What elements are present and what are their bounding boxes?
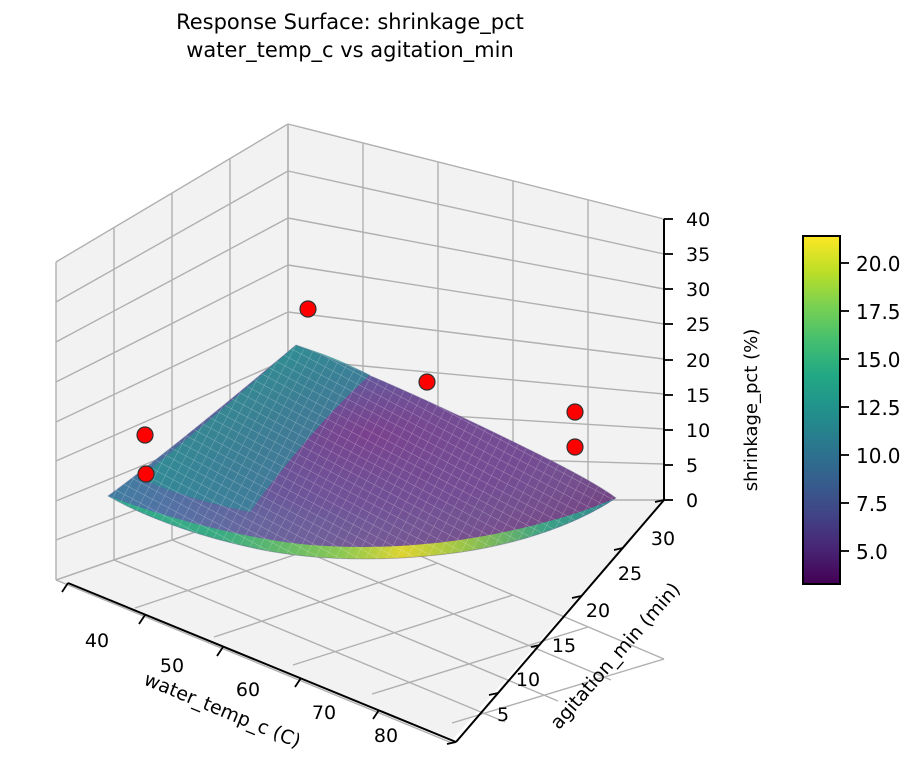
response-surface bbox=[107, 344, 617, 560]
z-tick-label: 20 bbox=[686, 350, 710, 372]
scatter-point bbox=[136, 426, 154, 444]
z-axis: 0 5 10 15 20 25 30 35 40 bbox=[664, 209, 710, 512]
figure-title-line-1: Response Surface: shrinkage_pct bbox=[176, 10, 524, 34]
x-tick-label: 70 bbox=[312, 702, 336, 724]
y-tick-label: 15 bbox=[552, 635, 576, 657]
y-tick-label: 30 bbox=[651, 528, 675, 550]
scatter-point bbox=[299, 300, 317, 318]
y-tick bbox=[446, 741, 457, 745]
surface-outline bbox=[107, 344, 617, 560]
z-tick-label: 0 bbox=[686, 490, 698, 512]
x-tick bbox=[294, 677, 302, 688]
colorbar-tick-label: 15.0 bbox=[856, 348, 901, 372]
x-tick bbox=[61, 582, 69, 593]
x-tick bbox=[216, 646, 224, 657]
z-tick-label: 35 bbox=[686, 244, 710, 266]
x-tick-label: 50 bbox=[160, 655, 184, 677]
y-tick-label: 20 bbox=[586, 600, 610, 622]
y-tick-label: 10 bbox=[516, 669, 540, 691]
z-tick-label: 30 bbox=[686, 279, 710, 301]
colorbar-tick-label: 5.0 bbox=[856, 540, 888, 564]
y-axis-spine bbox=[455, 499, 665, 743]
z-tick-label: 5 bbox=[686, 455, 698, 477]
y-tick-label: 5 bbox=[497, 704, 509, 726]
colorbar-gradient bbox=[802, 235, 841, 585]
x-axis-title: water_temp_c (C) bbox=[141, 668, 304, 752]
x-tick-label: 80 bbox=[374, 725, 398, 747]
pane-floor bbox=[56, 500, 664, 740]
y-tick bbox=[654, 499, 665, 503]
z-tick-label: 10 bbox=[686, 420, 710, 442]
z-tick-label: 40 bbox=[686, 209, 710, 231]
scatter-point bbox=[137, 465, 155, 483]
scatter-point bbox=[566, 438, 584, 456]
figure-title-line-2: water_temp_c vs agitation_min bbox=[186, 38, 514, 63]
x-tick-label: 60 bbox=[236, 679, 260, 701]
figure-title: Response Surface: shrinkage_pct water_te… bbox=[0, 8, 700, 65]
y-tick bbox=[530, 644, 541, 648]
colorbar: 5.0 7.5 10.0 12.5 15.0 17.5 20.0 shrinka… bbox=[741, 235, 901, 585]
colorbar-tick-label: 20.0 bbox=[856, 252, 901, 276]
z-tick-label: 25 bbox=[686, 314, 710, 336]
colorbar-title: shrinkage_pct (%) bbox=[741, 329, 762, 491]
scatter-points bbox=[136, 300, 584, 483]
x-tick-label: 40 bbox=[85, 630, 109, 652]
y-tick bbox=[571, 595, 582, 599]
y-tick-label: 25 bbox=[618, 563, 642, 585]
colorbar-tick-label: 12.5 bbox=[856, 396, 901, 420]
x-axis-spine bbox=[67, 582, 457, 743]
z-tick-label: 15 bbox=[686, 385, 710, 407]
colorbar-tick-label: 10.0 bbox=[856, 444, 901, 468]
colorbar-tick-label: 17.5 bbox=[856, 300, 901, 324]
colorbar-tick-label: 7.5 bbox=[856, 492, 888, 516]
scatter-point bbox=[566, 403, 584, 421]
scatter-point bbox=[418, 373, 436, 391]
x-tick bbox=[372, 709, 380, 720]
x-tick bbox=[138, 614, 146, 625]
colorbar-ticks bbox=[840, 262, 849, 552]
y-tick bbox=[613, 547, 624, 551]
y-tick bbox=[488, 692, 499, 696]
